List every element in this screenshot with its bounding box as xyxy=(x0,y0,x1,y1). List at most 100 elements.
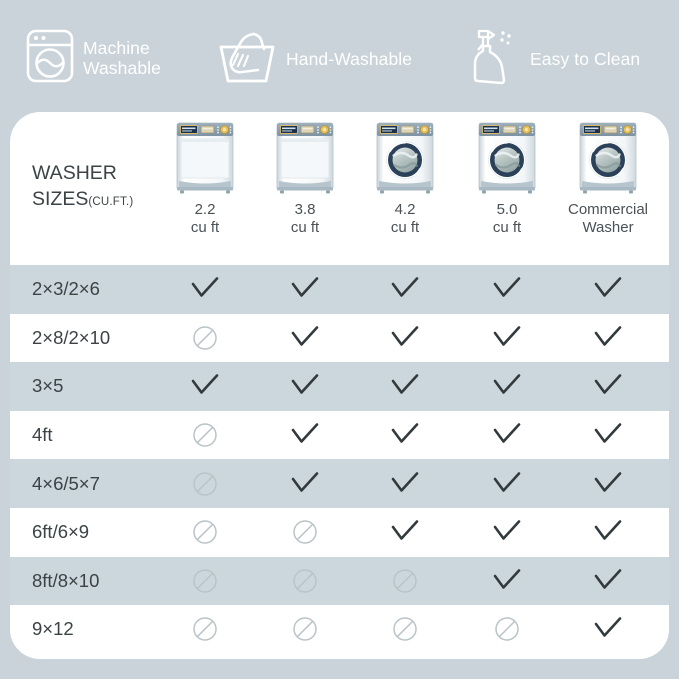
cell-incompatible xyxy=(285,609,325,649)
check-icon xyxy=(594,277,622,298)
check-icon xyxy=(493,277,521,298)
cell-compatible xyxy=(385,415,425,455)
column-header-3: 4.2 cu ft xyxy=(345,120,465,238)
column-header-label: 4.2 cu ft xyxy=(390,201,420,237)
column-header-1: 2.2 cu ft xyxy=(145,120,265,238)
cell-compatible xyxy=(185,366,225,406)
prohibited-icon xyxy=(293,617,317,642)
table-corner-title: WASHER SIZES(CU.FT.) xyxy=(32,160,182,213)
check-icon xyxy=(594,520,622,541)
table-row: 8ft/8×10 xyxy=(10,556,669,606)
cell-compatible xyxy=(588,561,628,601)
cell-incompatible xyxy=(385,561,425,601)
check-icon xyxy=(493,326,521,346)
hand-wash-basin-icon xyxy=(216,30,278,89)
cell-compatible xyxy=(487,318,527,358)
cell-compatible xyxy=(185,269,225,309)
column-header-label: 3.8 cu ft xyxy=(290,201,320,237)
cell-compatible xyxy=(487,366,527,406)
column-header-2: 3.8 cu ft xyxy=(245,120,365,238)
cell-compatible xyxy=(285,366,325,406)
cell-incompatible xyxy=(185,318,225,358)
washer-compatibility-card: WASHER SIZES(CU.FT.) xyxy=(10,112,669,659)
check-icon xyxy=(291,423,319,443)
check-icon xyxy=(493,374,521,395)
cell-compatible xyxy=(385,366,425,406)
prohibited-icon xyxy=(193,471,217,496)
row-label: 2×3/2×6 xyxy=(32,278,100,300)
badge-easy-to-clean-label: Easy to Clean xyxy=(530,48,641,69)
prohibited-icon xyxy=(193,326,217,350)
check-icon xyxy=(391,471,419,492)
washing-machine-icon xyxy=(25,28,75,89)
row-label: 3×5 xyxy=(32,375,64,397)
cell-compatible xyxy=(285,269,325,309)
cell-incompatible xyxy=(185,609,225,649)
cell-compatible xyxy=(487,464,527,504)
feature-badges-bar: Machine Washable Hand-Washable xyxy=(0,0,679,112)
prohibited-icon xyxy=(193,520,217,545)
cell-incompatible xyxy=(185,512,225,552)
cell-compatible xyxy=(588,512,628,552)
row-label: 4ft xyxy=(32,424,53,446)
table-row: 2×8/2×10 xyxy=(10,313,669,363)
column-header-label: 5.0 cu ft xyxy=(492,201,522,237)
table-row: 4ft xyxy=(10,410,669,460)
cell-compatible xyxy=(285,464,325,504)
check-icon xyxy=(594,423,622,443)
check-icon xyxy=(291,374,319,395)
check-icon xyxy=(594,617,622,638)
row-label: 8ft/8×10 xyxy=(32,569,100,591)
table-row: 9×12 xyxy=(10,605,669,654)
table-header-row: WASHER SIZES(CU.FT.) xyxy=(10,112,669,265)
column-header-4: 5.0 cu ft xyxy=(447,120,567,238)
check-icon xyxy=(191,277,219,298)
washer-icon-front-loader xyxy=(345,120,465,198)
spray-bottle-icon xyxy=(472,28,522,91)
table-row: 4×6/5×7 xyxy=(10,459,669,508)
cell-incompatible xyxy=(185,561,225,601)
cell-compatible xyxy=(385,318,425,358)
row-label: 9×12 xyxy=(32,618,74,640)
washer-icon-top-loader xyxy=(245,120,365,198)
cell-incompatible xyxy=(285,512,325,552)
row-label: 2×8/2×10 xyxy=(32,326,111,348)
prohibited-icon xyxy=(293,569,317,593)
cell-compatible xyxy=(385,464,425,504)
check-icon xyxy=(594,374,622,395)
check-icon xyxy=(391,374,419,395)
check-icon xyxy=(191,374,219,395)
prohibited-icon xyxy=(495,617,519,642)
table-body: 2×3/2×6 2×8/2×10 3×5 4ft 4×6/5×7 6ft/6×9… xyxy=(10,265,669,654)
washer-icon-front-loader xyxy=(548,120,668,198)
cell-compatible xyxy=(487,415,527,455)
table-corner-title-unit: (CU.FT.) xyxy=(88,196,134,209)
check-icon xyxy=(594,569,622,589)
column-header-label: 2.2 cu ft xyxy=(190,201,220,237)
table-row: 2×3/2×6 xyxy=(10,265,669,314)
table-row: 6ft/6×9 xyxy=(10,507,669,557)
cell-incompatible xyxy=(185,415,225,455)
check-icon xyxy=(493,471,521,492)
prohibited-icon xyxy=(193,423,217,447)
badge-machine-washable: Machine Washable xyxy=(25,28,161,89)
cell-compatible xyxy=(487,512,527,552)
cell-compatible xyxy=(487,561,527,601)
prohibited-icon xyxy=(293,520,317,545)
column-header-5: Commercial Washer xyxy=(548,120,668,238)
cell-compatible xyxy=(588,609,628,649)
prohibited-icon xyxy=(193,569,217,593)
check-icon xyxy=(493,520,521,541)
check-icon xyxy=(594,326,622,346)
cell-compatible xyxy=(285,415,325,455)
cell-incompatible xyxy=(185,464,225,504)
badge-machine-washable-label: Machine Washable xyxy=(83,37,161,78)
check-icon xyxy=(291,277,319,298)
cell-compatible xyxy=(487,269,527,309)
check-icon xyxy=(291,471,319,492)
badge-easy-to-clean: Easy to Clean xyxy=(472,28,640,91)
column-header-label: Commercial Washer xyxy=(567,201,648,237)
cell-compatible xyxy=(385,269,425,309)
cell-compatible xyxy=(385,512,425,552)
cell-incompatible xyxy=(285,561,325,601)
